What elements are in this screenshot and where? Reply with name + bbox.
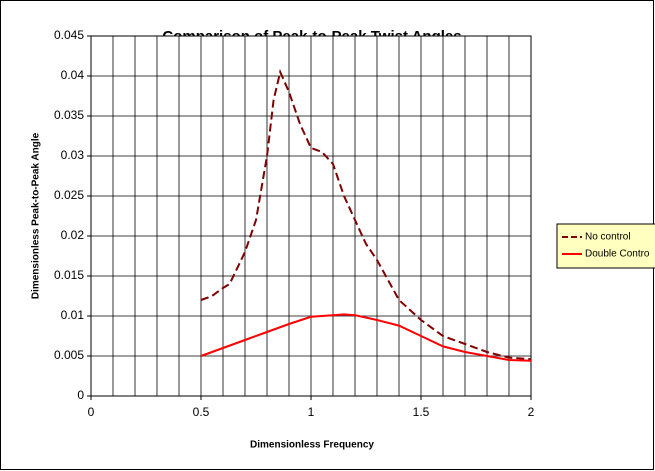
x-tick-label: 0 xyxy=(88,405,95,419)
series-line xyxy=(200,313,532,362)
legend-label: No control xyxy=(585,232,631,243)
legend-label: Double Contro xyxy=(585,249,650,260)
legend xyxy=(556,223,655,269)
y-tick-label: 0.01 xyxy=(61,308,85,322)
y-tick-label: 0.045 xyxy=(54,28,84,42)
x-tick-label: 1.5 xyxy=(413,405,430,419)
y-tick-label: 0 xyxy=(77,388,84,402)
x-axis-label: Dimensionless Frequency xyxy=(250,440,374,451)
x-tick-label: 1 xyxy=(308,405,315,419)
y-tick-label: 0.035 xyxy=(54,108,84,122)
y-tick-label: 0.02 xyxy=(61,228,85,242)
y-tick-label: 0.03 xyxy=(61,148,85,162)
x-tick-label: 0.5 xyxy=(193,405,210,419)
y-tick-label: 0.04 xyxy=(61,68,85,82)
y-axis-label: Dimensionless Peak-to-Peak Angle xyxy=(31,132,42,299)
y-tick-label: 0.015 xyxy=(54,268,84,282)
series-line xyxy=(200,68,532,361)
y-tick-label: 0.005 xyxy=(54,348,84,362)
y-tick-label: 0.025 xyxy=(54,188,84,202)
plot-border xyxy=(90,35,532,397)
x-tick-label: 2 xyxy=(528,405,535,419)
